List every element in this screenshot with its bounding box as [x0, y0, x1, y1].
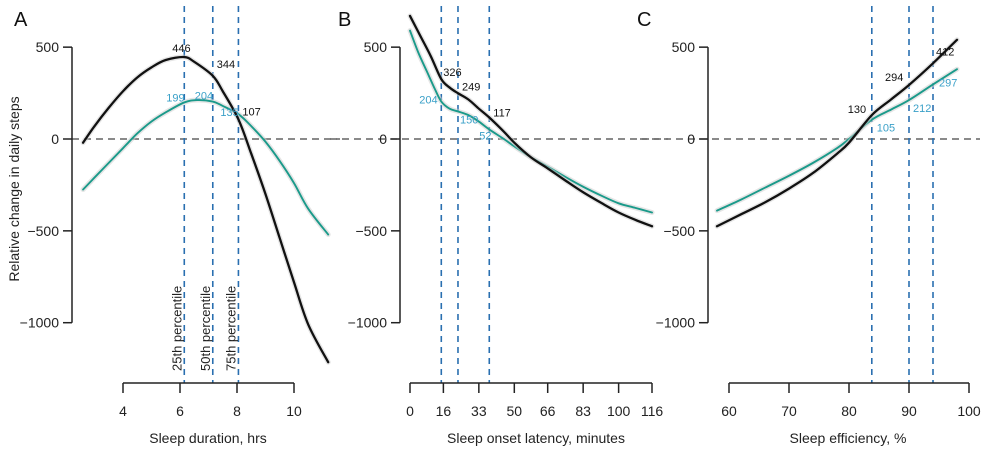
- y-tick-label-c: 500: [672, 39, 696, 55]
- panel-c: 500 0 −500 −1000 60 70 80 90 100 130 294 412 105 212 2…: [640, 6, 981, 419]
- y-tick-label-a: −500: [27, 223, 59, 239]
- series-line-teal-a: [82, 99, 330, 236]
- value-annotation-black: 117: [493, 108, 511, 120]
- y-tick-label-a: −1000: [20, 315, 60, 331]
- value-annotation-black: 344: [217, 59, 235, 71]
- value-annotation-black: 107: [242, 106, 260, 118]
- x-axis-title-b: Sleep onset latency, minutes: [447, 430, 625, 446]
- value-annotation-teal: 212: [913, 103, 931, 115]
- y-tick-label-c: −1000: [656, 315, 696, 331]
- x-tick-label-b: 83: [575, 403, 591, 419]
- x-tick-label-b: 16: [436, 403, 452, 419]
- value-annotation-black: 130: [848, 104, 866, 116]
- value-annotation-teal: 52: [479, 130, 491, 142]
- x-tick-label-b: 33: [471, 403, 487, 419]
- x-tick-label-a: 8: [233, 403, 241, 419]
- y-tick-label-b: 500: [364, 39, 388, 55]
- value-annotation-black: 446: [172, 43, 190, 55]
- x-tick-label-a: 4: [119, 403, 127, 419]
- x-tick-label-c: 60: [721, 403, 737, 419]
- series-line-black-a: [81, 55, 330, 364]
- y-tick-label-b: −500: [355, 223, 387, 239]
- y-tick-label-a: 500: [36, 39, 60, 55]
- x-tick-label-c: 80: [841, 403, 857, 419]
- series-line-black-b: [408, 14, 654, 228]
- value-annotation-teal: 105: [877, 123, 895, 135]
- panel-letter-a: A: [14, 9, 28, 31]
- percentile-label: 50th percentile: [198, 286, 213, 371]
- value-annotation-teal: 204: [419, 95, 437, 107]
- x-tick-label-a: 6: [176, 403, 184, 419]
- series-line-black-c: [715, 38, 959, 228]
- series-line-teal-c: [716, 68, 958, 212]
- panel-letter-c: C: [637, 9, 651, 31]
- x-tick-label-b: 100: [607, 403, 631, 419]
- panel-letter-b: B: [338, 9, 351, 31]
- value-annotation-teal: 297: [939, 77, 957, 89]
- y-tick-label-c: 0: [687, 131, 695, 147]
- value-annotation-black: 412: [936, 46, 954, 58]
- x-tick-label-a: 10: [286, 403, 302, 419]
- y-tick-label-b: −1000: [348, 315, 388, 331]
- value-annotation-black: 294: [885, 72, 903, 84]
- series-line-teal-b: [409, 29, 653, 214]
- percentile-label: 75th percentile: [223, 286, 238, 371]
- x-tick-label-c: 90: [901, 403, 917, 419]
- y-axis-title: Relative change in daily steps: [6, 96, 22, 281]
- value-annotation-teal: 204: [195, 91, 213, 103]
- confidence-band-teal-b: [407, 28, 655, 215]
- confidence-band-black-c: [714, 37, 960, 229]
- value-annotation-black: 249: [462, 81, 480, 93]
- panel-a: 25th percentile 50th percentile 75th perce…: [20, 6, 340, 419]
- x-tick-label-c: 100: [957, 403, 981, 419]
- confidence-band-black-b: [407, 13, 655, 229]
- y-tick-label-c: −500: [663, 223, 695, 239]
- value-annotation-teal: 199: [166, 92, 184, 104]
- x-tick-label-b: 50: [507, 403, 523, 419]
- value-annotation-teal: 150: [460, 114, 478, 126]
- x-axis-title-a: Sleep duration, hrs: [149, 430, 267, 446]
- value-annotation-teal: 135: [220, 107, 238, 119]
- y-tick-label-b: 0: [379, 131, 387, 147]
- value-annotation-black: 326: [443, 67, 461, 79]
- percentile-label: 25th percentile: [169, 286, 184, 371]
- x-axis-title-c: Sleep efficiency, %: [790, 430, 907, 446]
- confidence-band-teal-c: [714, 66, 960, 214]
- x-tick-label-b: 0: [406, 403, 414, 419]
- x-tick-label-c: 70: [781, 403, 797, 419]
- y-tick-label-a: 0: [51, 131, 59, 147]
- confidence-band-teal-a: [80, 97, 331, 238]
- x-tick-label-b: 66: [540, 403, 556, 419]
- x-tick-label-b: 116: [641, 403, 664, 419]
